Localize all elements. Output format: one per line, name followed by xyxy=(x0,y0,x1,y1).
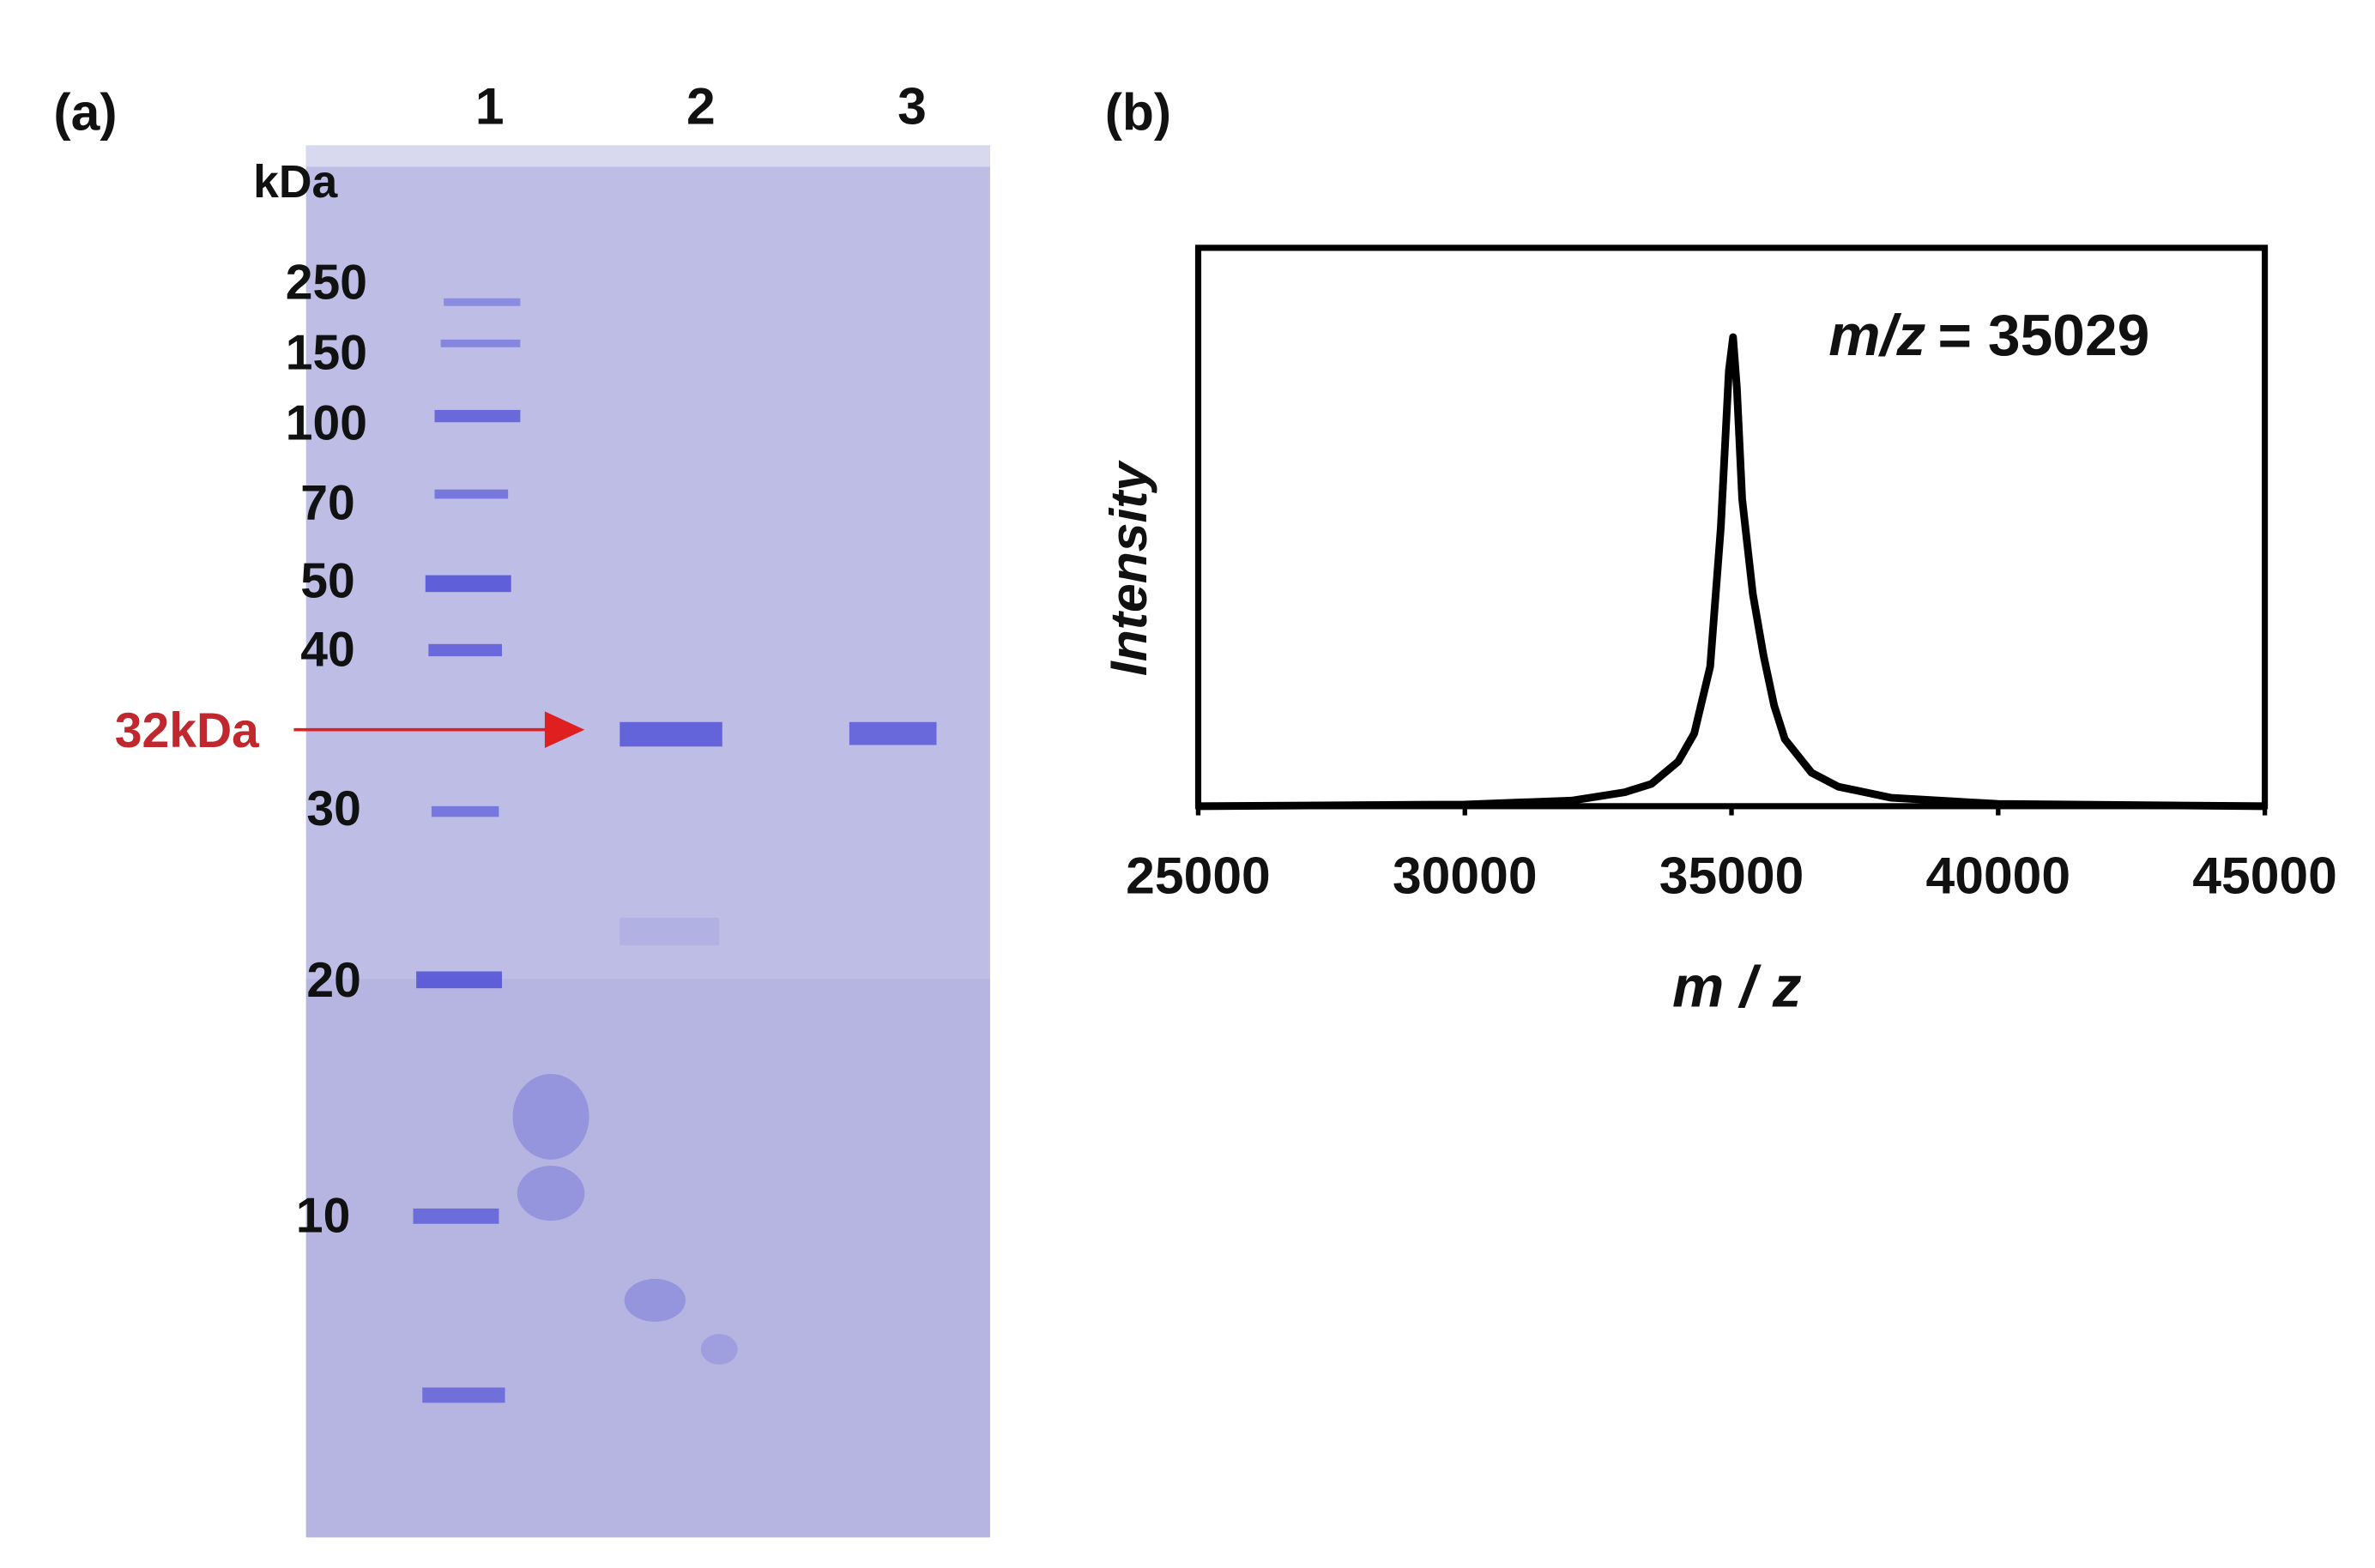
x-tick-label: 25000 xyxy=(1126,846,1271,904)
annotation: m/z = 35029 xyxy=(1828,304,2149,368)
panel-label: (b) xyxy=(1105,83,1171,142)
arrow-head xyxy=(544,711,585,749)
annotation-text: = 35029 xyxy=(1938,304,2150,368)
panel-label: (a) xyxy=(53,83,117,142)
marker-label: 150 xyxy=(286,326,367,381)
marker-label: 40 xyxy=(300,623,354,678)
spectrum-panel: (b) Intensity m / z m/z = 35029 25000 3000… xyxy=(1099,83,2337,1020)
marker-label: 50 xyxy=(300,553,354,608)
unit-label: kDa xyxy=(253,157,338,208)
marker-label: 100 xyxy=(286,396,367,451)
x-tick-label: 45000 xyxy=(2192,846,2337,904)
lane-label: 2 xyxy=(686,76,716,135)
x-axis-label: m / z xyxy=(1672,956,1802,1020)
marker-label: 20 xyxy=(306,953,360,1008)
marker-label: 30 xyxy=(306,781,360,836)
x-tick-label: 35000 xyxy=(1659,846,1804,904)
y-axis-label: Intensity xyxy=(1099,460,1157,677)
x-tick-label: 40000 xyxy=(1926,846,2071,904)
annotation-variable: m/z xyxy=(1828,304,1925,368)
lane-label: 1 xyxy=(475,76,505,135)
arrow-label: 32kDa xyxy=(115,703,260,758)
bands xyxy=(413,298,937,1403)
gel-shade xyxy=(305,979,990,1538)
lane-label: 3 xyxy=(897,76,927,135)
marker-label: 70 xyxy=(300,475,354,530)
gel-panel: (a) 1 2 3 kDa 250 150 100 xyxy=(53,76,990,1538)
spectrum-line xyxy=(1198,333,2265,811)
marker-label: 250 xyxy=(286,256,367,311)
x-tick-label: 30000 xyxy=(1393,846,1538,904)
gel-wells xyxy=(305,145,990,167)
marker-label: 10 xyxy=(296,1188,350,1243)
